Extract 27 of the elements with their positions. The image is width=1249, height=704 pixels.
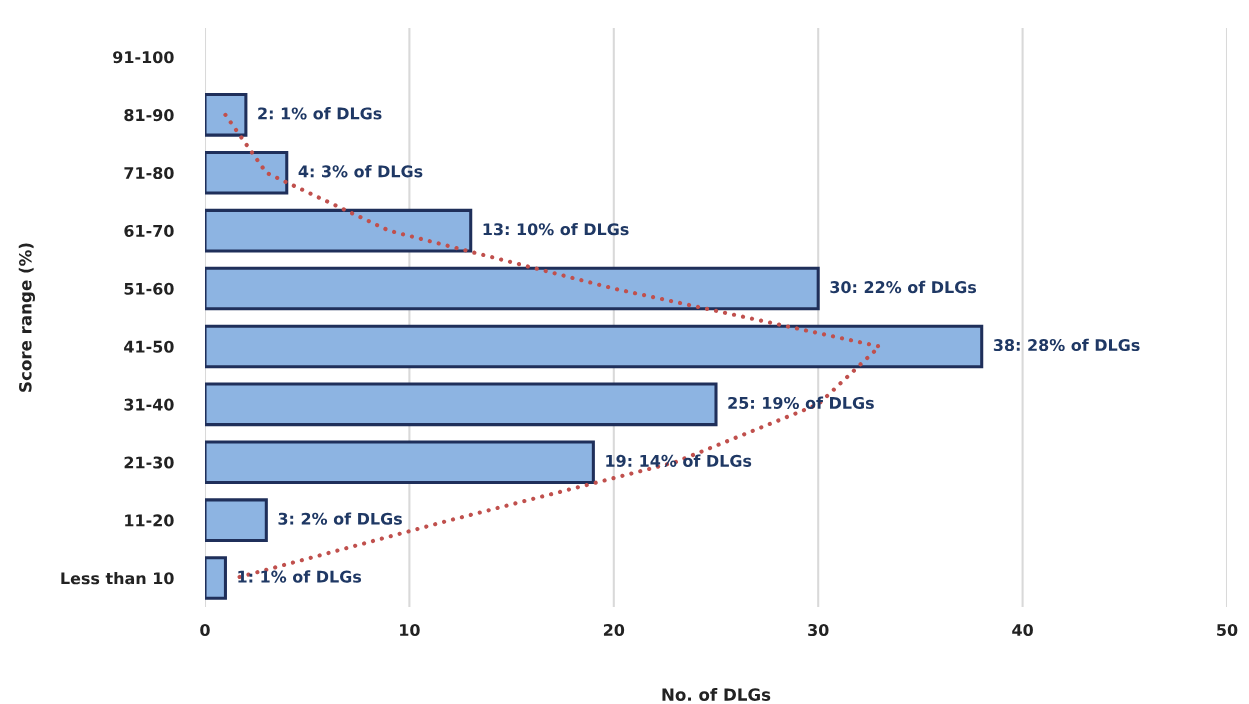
data-label: 1: 1% of DLGs — [238, 570, 362, 583]
data-label: 25: 19% of DLGs — [728, 396, 874, 409]
data-label: 30: 22% of DLGs — [830, 280, 977, 294]
y-tick-label: Less than 10 — [61, 571, 174, 585]
data-label: 3: 2% of DLGs — [278, 512, 402, 525]
y-tick-label: 71-80 — [124, 166, 174, 180]
data-label: 2: 1% of DLGs — [258, 107, 382, 120]
x-tick-label: 40 — [1012, 623, 1033, 637]
x-tick-label: 30 — [808, 623, 829, 637]
data-label: 13: 10% of DLGs — [483, 222, 629, 236]
y-tick-label: 21-30 — [124, 456, 174, 469]
y-tick-label: 91-100 — [113, 51, 174, 64]
y-tick-label: 31-40 — [124, 398, 174, 411]
y-tick-label: 81-90 — [124, 109, 174, 122]
data-label: 38: 28% of DLGs — [993, 338, 1140, 352]
x-tick-label: 10 — [400, 623, 420, 637]
y-tick-label: 61-70 — [124, 224, 174, 237]
x-tick-label: 20 — [603, 623, 625, 637]
y-tick-label: 51-60 — [124, 282, 174, 295]
y-tick-label: 11-20 — [125, 514, 174, 527]
x-axis-title: No. of DLGs — [662, 688, 771, 701]
x-tick-label: 0 — [200, 623, 210, 637]
y-tick-label: 41-50 — [124, 340, 174, 353]
data-label: 19: 14% of DLGs — [606, 454, 752, 467]
x-tick-label: 50 — [1217, 623, 1238, 637]
y-axis-title: Score range (%) — [18, 243, 35, 392]
data-label: 4: 3% of DLGs — [298, 165, 423, 178]
